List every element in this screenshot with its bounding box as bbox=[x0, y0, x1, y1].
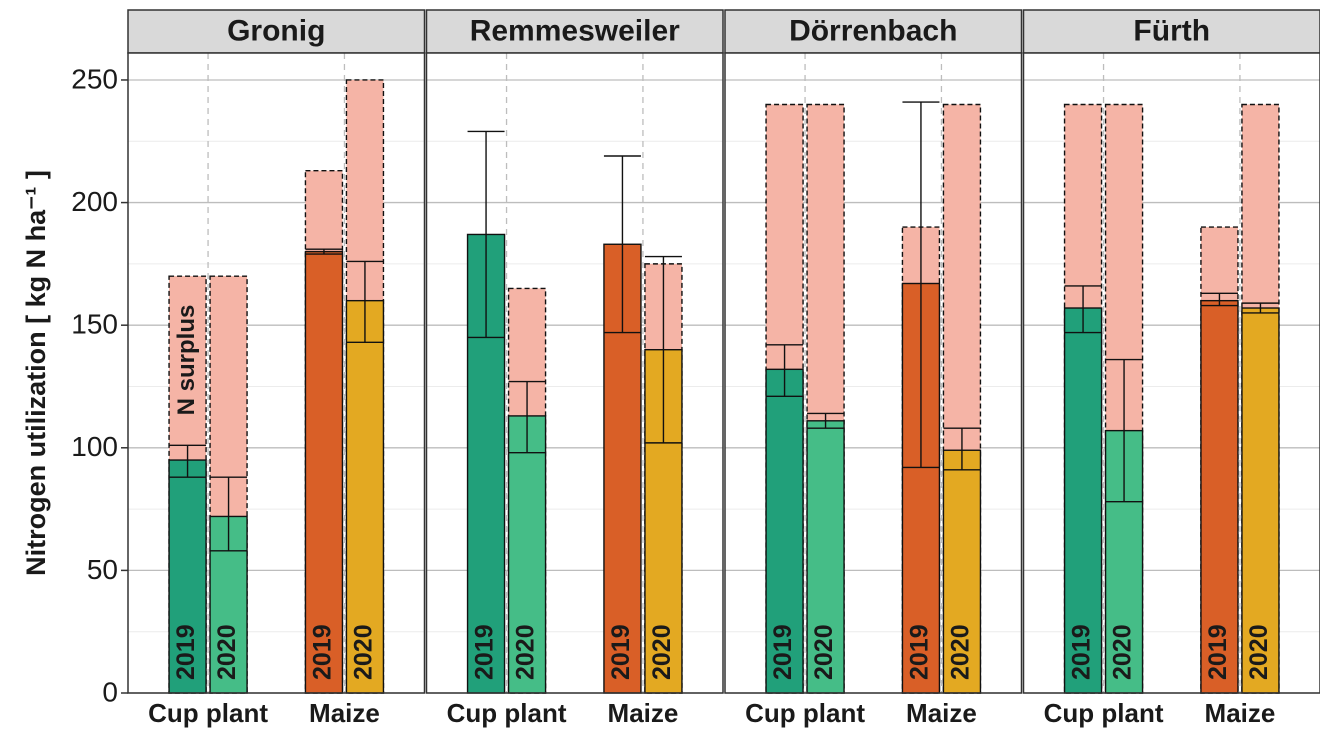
year-label: 2020 bbox=[947, 624, 975, 680]
facet-label: Dörrenbach bbox=[789, 14, 957, 47]
y-axis-label: Nitrogen utilization [ kg N ha⁻¹ ] bbox=[21, 170, 51, 576]
bar bbox=[1063, 307, 1103, 694]
panel-border bbox=[1022, 52, 1320, 694]
panel-border bbox=[127, 52, 426, 694]
year-label: 2020 bbox=[810, 624, 838, 680]
y-tick-label: 250 bbox=[71, 63, 118, 94]
panel-border bbox=[425, 52, 724, 694]
panel-border bbox=[724, 52, 1023, 694]
year-label: 2020 bbox=[213, 624, 241, 680]
year-label: 2019 bbox=[172, 624, 200, 680]
y-tick-label: 150 bbox=[71, 309, 118, 340]
annotation: N surplus bbox=[173, 305, 200, 416]
x-tick-label: Cup plant bbox=[745, 698, 865, 728]
bar bbox=[345, 299, 385, 694]
year-label: 2019 bbox=[471, 624, 499, 680]
x-tick-label: Cup plant bbox=[447, 698, 567, 728]
year-label: 2020 bbox=[1245, 624, 1273, 680]
year-label: 2020 bbox=[1109, 624, 1137, 680]
x-tick-label: Cup plant bbox=[1044, 698, 1164, 728]
year-label: 2019 bbox=[309, 624, 337, 680]
year-label: 2019 bbox=[1068, 624, 1096, 680]
y-tick-label: 200 bbox=[71, 186, 118, 217]
facet-label: Remmesweiler bbox=[470, 14, 680, 47]
year-label: 2020 bbox=[512, 624, 540, 680]
facet-strip bbox=[425, 9, 724, 54]
bar bbox=[168, 459, 207, 694]
x-tick-label: Maize bbox=[608, 698, 679, 728]
year-label: 2019 bbox=[906, 624, 934, 680]
facet-strip bbox=[127, 9, 426, 54]
facet-label: Gronig bbox=[227, 14, 325, 47]
bar bbox=[1241, 307, 1280, 694]
x-tick-label: Maize bbox=[309, 698, 380, 728]
year-label: 2019 bbox=[769, 624, 797, 680]
x-tick-label: Maize bbox=[1205, 698, 1276, 728]
facet-strip bbox=[1022, 9, 1320, 54]
year-label: 2019 bbox=[1204, 624, 1232, 680]
year-label: 2020 bbox=[350, 624, 378, 680]
facet-label: Fürth bbox=[1133, 14, 1210, 47]
x-tick-label: Maize bbox=[906, 698, 977, 728]
bar bbox=[806, 420, 845, 694]
y-tick-label: 100 bbox=[71, 431, 118, 462]
year-label: 2019 bbox=[607, 624, 635, 680]
y-tick-label: 50 bbox=[87, 554, 118, 585]
year-label: 2020 bbox=[648, 624, 676, 680]
x-tick-label: Cup plant bbox=[148, 698, 268, 728]
y-tick-label: 0 bbox=[102, 676, 118, 707]
bar bbox=[1200, 299, 1239, 694]
bar bbox=[507, 415, 547, 694]
